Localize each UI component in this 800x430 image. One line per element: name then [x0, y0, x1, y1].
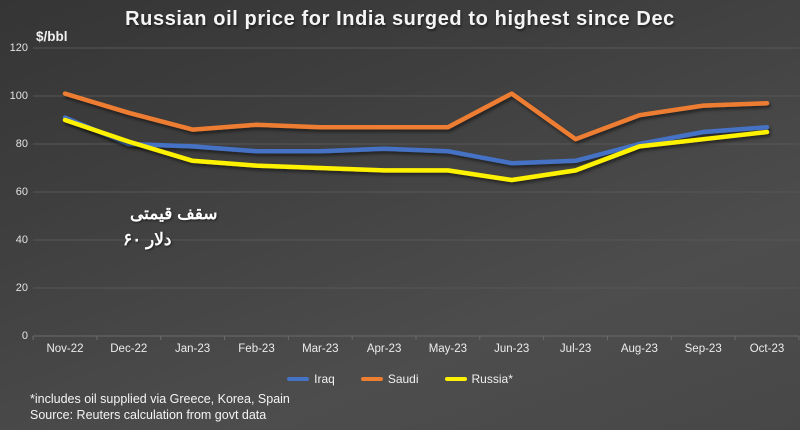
x-tick-Mar-23: Mar-23	[302, 343, 339, 355]
x-tick-Nov-22: Nov-22	[46, 343, 84, 355]
legend-swatch-Russia	[444, 377, 467, 381]
legend-item-Russia: Russia*	[444, 372, 513, 386]
x-tick-Sep-23: Sep-23	[684, 343, 722, 355]
x-tick-May-23: May-23	[428, 343, 468, 355]
y-axis-unit-label: $/bbl	[36, 29, 68, 44]
footnote-source: Source: Reuters calculation from govt da…	[30, 408, 267, 422]
x-tick-Aug-23: Aug-23	[620, 343, 658, 355]
y-tick-60: 60	[15, 186, 28, 198]
x-tick-Oct-23: Oct-23	[749, 343, 785, 355]
x-tick-Feb-23: Feb-23	[238, 343, 275, 355]
series-line-Russia	[62, 117, 770, 183]
legend-label: Iraq	[314, 372, 335, 386]
y-tick-120: 120	[9, 42, 28, 54]
legend-item-Saudi: Saudi	[360, 372, 419, 386]
series-line-Saudi	[62, 91, 770, 142]
y-tick-20: 20	[15, 282, 28, 294]
legend-label: Saudi	[387, 372, 419, 386]
chart-legend: Iraq Saudi Russia*	[0, 372, 800, 386]
legend-swatch-Saudi	[360, 377, 383, 381]
price-cap-annotation-line2: ۶۰ دلار	[123, 230, 172, 249]
legend-label: Russia*	[471, 372, 513, 386]
series-line-Iraq	[62, 115, 770, 166]
legend-swatch-Iraq	[287, 377, 310, 381]
footnotes: *includes oil supplied via Greece, Korea…	[30, 391, 290, 423]
x-tick-Apr-23: Apr-23	[366, 343, 402, 355]
x-tick-Jan-23: Jan-23	[175, 343, 211, 355]
y-tick-80: 80	[15, 138, 28, 150]
footnote-asterisk: *includes oil supplied via Greece, Korea…	[30, 392, 290, 406]
y-tick-100: 100	[9, 90, 28, 102]
y-tick-0: 0	[21, 330, 28, 342]
x-tick-Jun-23: Jun-23	[494, 343, 530, 355]
x-tick-Jul-23: Jul-23	[559, 343, 592, 355]
legend-item-Iraq: Iraq	[287, 372, 335, 386]
chart-title: Russian oil price for India surged to hi…	[125, 8, 675, 30]
price-cap-annotation-line1: سقف قیمتی	[130, 204, 218, 223]
y-tick-40: 40	[15, 234, 28, 246]
x-tick-Dec-22: Dec-22	[110, 343, 148, 355]
